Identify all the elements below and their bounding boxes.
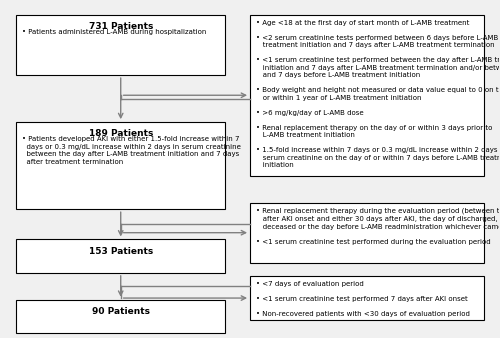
Bar <box>250 15 484 176</box>
Text: 189 Patients: 189 Patients <box>88 129 153 139</box>
Bar <box>250 202 484 263</box>
Text: • Patients administered L-AMB during hospitalization: • Patients administered L-AMB during hos… <box>22 29 206 35</box>
Bar <box>16 239 225 273</box>
Text: • Age <18 at the first day of start month of L-AMB treatment

• <2 serum creatin: • Age <18 at the first day of start mont… <box>256 20 500 168</box>
Text: • <7 days of evaluation period

• <1 serum creatinine test performed 7 days afte: • <7 days of evaluation period • <1 seru… <box>256 281 470 317</box>
Bar <box>16 15 225 75</box>
Text: • Patients developed AKI with either 1.5-fold increase within 7
  days or 0.3 mg: • Patients developed AKI with either 1.5… <box>22 137 241 165</box>
Text: 90 Patients: 90 Patients <box>92 307 150 316</box>
Text: 731 Patients: 731 Patients <box>88 22 153 31</box>
Bar <box>250 276 484 320</box>
Bar <box>16 122 225 209</box>
Bar <box>16 300 225 333</box>
Text: • Renal replacement therapy during the evaluation period (between the day
   aft: • Renal replacement therapy during the e… <box>256 208 500 245</box>
Text: 153 Patients: 153 Patients <box>88 247 153 256</box>
